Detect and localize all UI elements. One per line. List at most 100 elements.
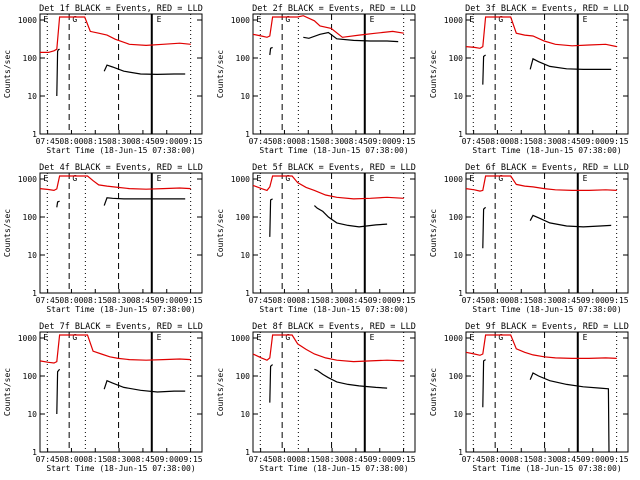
- x-tick-label: 07:45: [36, 296, 60, 305]
- x-tick-label: 08:30: [533, 137, 557, 146]
- x-axis-label: Start Time (18-Jun-15 07:38:00): [46, 146, 195, 155]
- x-tick-label: 09:15: [605, 455, 629, 464]
- y-tick-label: 100: [236, 372, 251, 381]
- y-tick-label: 1000: [231, 16, 250, 25]
- marker-label: G: [285, 174, 290, 183]
- x-tick-label: 07:45: [462, 296, 486, 305]
- x-tick-label: 08:30: [320, 455, 344, 464]
- series-line: [269, 198, 273, 237]
- x-tick-label: 08:00: [59, 455, 83, 464]
- x-tick-label: 09:15: [392, 455, 416, 464]
- x-tick-label: 09:15: [392, 296, 416, 305]
- x-axis-label: Start Time (18-Jun-15 07:38:00): [472, 305, 621, 314]
- y-axis-label: Counts/sec: [216, 368, 225, 416]
- y-tick-label: 100: [23, 54, 38, 63]
- x-axis-label: Start Time (18-Jun-15 07:38:00): [472, 146, 621, 155]
- x-tick-label: 07:45: [249, 455, 273, 464]
- y-tick-label: 10: [240, 251, 250, 260]
- marker-label: G: [285, 333, 290, 342]
- series-line: [482, 359, 486, 408]
- series-line: [269, 364, 273, 403]
- series-line: [252, 15, 404, 38]
- series-line: [56, 200, 60, 208]
- marker-label: E: [43, 333, 48, 342]
- y-tick-label: 10: [240, 410, 250, 419]
- plot-frame: [39, 172, 203, 294]
- x-tick-label: 08:00: [59, 137, 83, 146]
- x-axis-label: Start Time (18-Jun-15 07:38:00): [259, 464, 408, 473]
- plot-frame: [252, 172, 416, 294]
- marker-label: E: [469, 174, 474, 183]
- x-tick-label: 07:45: [36, 137, 60, 146]
- y-tick-label: 10: [240, 92, 250, 101]
- x-tick-label: 07:45: [462, 455, 486, 464]
- marker-label: E: [370, 333, 375, 342]
- plot-frame: [252, 13, 416, 135]
- x-tick-label: 08:30: [107, 296, 131, 305]
- x-tick-label: 09:15: [179, 296, 203, 305]
- y-tick-label: 1: [32, 130, 37, 139]
- marker-label: G: [498, 15, 503, 24]
- x-tick-label: 08:45: [131, 296, 155, 305]
- y-tick-label: 100: [236, 54, 251, 63]
- marker-label: E: [469, 15, 474, 24]
- subplot: Det 2f BLACK = Events, RED = LLD 1 10 100 10…: [216, 4, 416, 155]
- chart-title: Det 3f BLACK = Events, RED = LLD: [465, 4, 629, 14]
- x-tick-label: 08:15: [83, 296, 107, 305]
- chart-title: Det 6f BLACK = Events, RED = LLD: [465, 163, 629, 173]
- y-axis-label: Counts/sec: [216, 50, 225, 98]
- y-axis-label: Counts/sec: [429, 209, 438, 257]
- x-tick-label: 07:45: [249, 296, 273, 305]
- plot-frame: [465, 13, 629, 135]
- series-line: [269, 46, 273, 56]
- x-tick-label: 09:15: [179, 137, 203, 146]
- series-line: [252, 175, 404, 200]
- x-tick-label: 08:45: [557, 455, 581, 464]
- y-axis-label: Counts/sec: [216, 209, 225, 257]
- x-tick-label: 09:00: [155, 455, 179, 464]
- chart-title: Det 5f BLACK = Events, RED = LLD: [252, 163, 416, 173]
- subplot: Det 3f BLACK = Events, RED = LLD 1 10 100 10…: [429, 4, 629, 155]
- x-tick-label: 08:45: [344, 137, 368, 146]
- y-tick-label: 1: [245, 130, 250, 139]
- y-tick-label: 1000: [444, 334, 463, 343]
- chart-title: Det 1f BLACK = Events, RED = LLD: [39, 4, 203, 14]
- y-tick-label: 1: [32, 289, 37, 298]
- x-tick-label: 08:00: [272, 296, 296, 305]
- y-tick-label: 1000: [18, 334, 37, 343]
- subplot: Det 1f BLACK = Events, RED = LLD 1 10 100 10…: [3, 4, 203, 155]
- y-tick-label: 100: [23, 213, 38, 222]
- x-axis-label: Start Time (18-Jun-15 07:38:00): [46, 305, 195, 314]
- x-tick-label: 08:00: [485, 455, 509, 464]
- subplot: Det 5f BLACK = Events, RED = LLD 1 10 100 10…: [216, 163, 416, 314]
- subplot: Det 7f BLACK = Events, RED = LLD 1 10 100 10…: [3, 322, 203, 473]
- x-tick-label: 08:30: [107, 137, 131, 146]
- plot-frame: [39, 13, 203, 135]
- x-tick-label: 07:45: [462, 137, 486, 146]
- x-tick-label: 09:15: [392, 137, 416, 146]
- marker-label: G: [72, 333, 77, 342]
- x-tick-label: 07:45: [36, 455, 60, 464]
- x-tick-label: 09:00: [581, 137, 605, 146]
- x-tick-label: 08:15: [296, 137, 320, 146]
- marker-label: E: [370, 15, 375, 24]
- marker-label: E: [157, 15, 162, 24]
- series-line: [252, 334, 404, 363]
- subplot: Det 9f BLACK = Events, RED = LLD 1 10 100 10…: [429, 322, 629, 473]
- x-tick-label: 08:45: [557, 137, 581, 146]
- plot-frame: [252, 331, 416, 453]
- series-line: [529, 372, 610, 453]
- y-axis-label: Counts/sec: [429, 368, 438, 416]
- x-tick-label: 08:00: [485, 137, 509, 146]
- subplot: Det 8f BLACK = Events, RED = LLD 1 10 100 10…: [216, 322, 416, 473]
- series-line: [40, 16, 191, 54]
- x-tick-label: 09:00: [581, 455, 605, 464]
- x-tick-label: 09:15: [605, 137, 629, 146]
- chart-title: Det 4f BLACK = Events, RED = LLD: [39, 163, 203, 173]
- y-tick-label: 1: [458, 448, 463, 457]
- series-line: [529, 57, 612, 71]
- series-line: [103, 197, 186, 206]
- y-tick-label: 100: [23, 372, 38, 381]
- x-axis-label: Start Time (18-Jun-15 07:38:00): [46, 464, 195, 473]
- y-axis-label: Counts/sec: [3, 209, 12, 257]
